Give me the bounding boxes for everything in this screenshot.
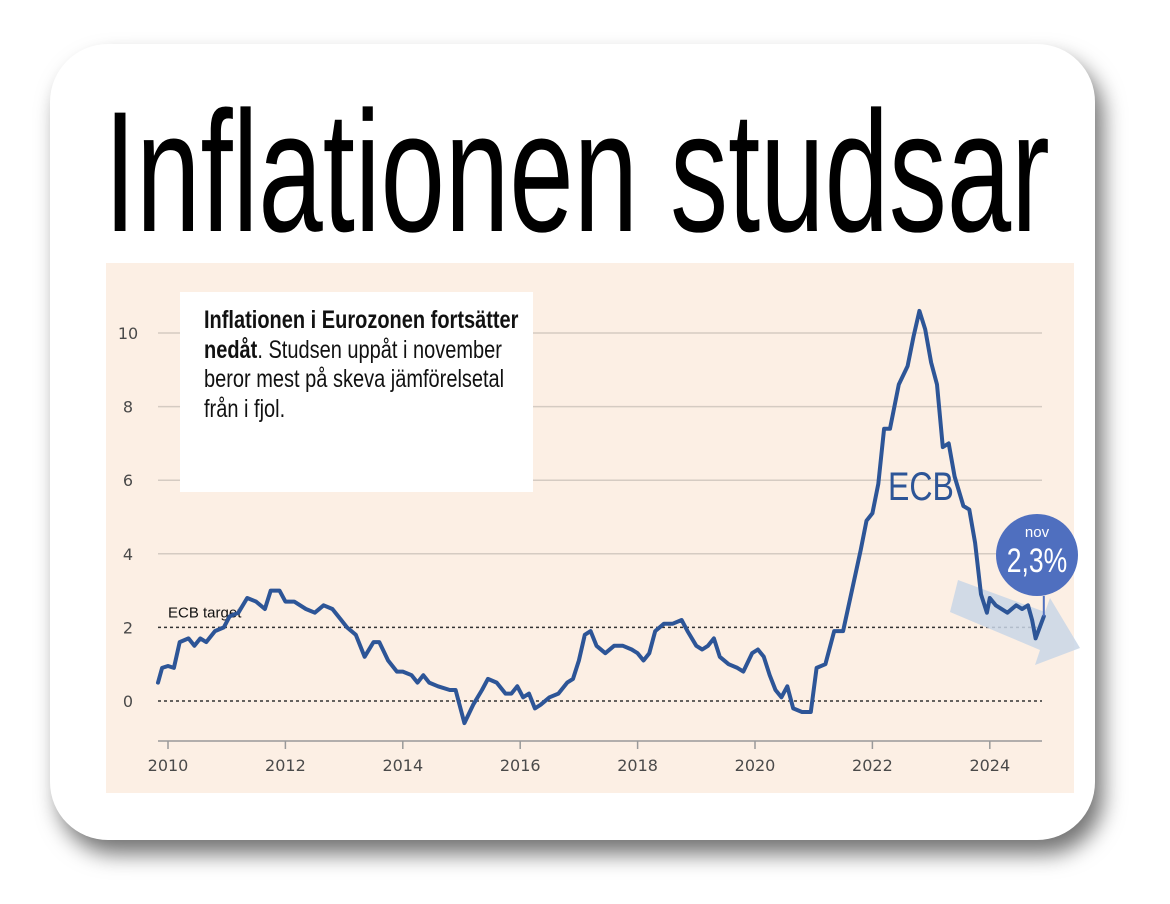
series-label: ECB [888, 464, 954, 509]
value-badge [996, 514, 1078, 596]
y-tick-label: 6 [123, 471, 133, 490]
x-tick-label: 2022 [852, 756, 893, 775]
x-tick-label: 2014 [382, 756, 423, 775]
reference-label: ECB target [168, 604, 242, 621]
trend-arrow-icon [950, 580, 1080, 665]
badge-value: 2,3% [1007, 542, 1067, 580]
y-tick-label: 8 [123, 398, 133, 417]
note-text: . Studsen uppåt i november beror mest på… [204, 335, 505, 423]
x-tick-label: 2020 [735, 756, 776, 775]
y-tick-label: 4 [123, 545, 133, 564]
headline: Inflationen studsar [104, 76, 1050, 268]
x-tick-label: 2010 [148, 756, 189, 775]
x-tick-label: 2016 [500, 756, 541, 775]
x-tick-label: 2024 [969, 756, 1010, 775]
y-tick-label: 10 [118, 324, 138, 343]
annotation-box: Inflationen i Eurozonen fortsätter nedåt… [180, 292, 533, 492]
note-bold: Inflationen i Eurozonen fortsätter nedåt [204, 306, 519, 364]
badge-month: nov [1025, 524, 1050, 541]
x-tick-label: 2012 [265, 756, 306, 775]
y-tick-label: 0 [123, 692, 133, 711]
y-tick-label: 2 [123, 618, 133, 637]
x-tick-label: 2018 [617, 756, 658, 775]
series-line-ecb [156, 308, 1046, 726]
